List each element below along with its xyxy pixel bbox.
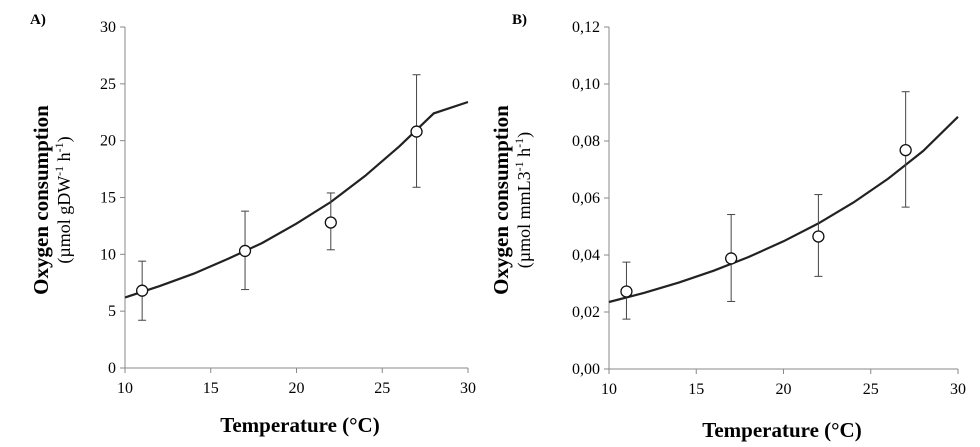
y-axis-title-main-a: Oxygen consumption: [29, 105, 53, 295]
y-axis-title-units-a: (µmol gDW-1 h-1): [52, 136, 75, 263]
y-axis-title-units-b: (µmol mmL3-1 h-1): [512, 132, 535, 268]
y-tick-label-b: 0,10: [572, 76, 600, 93]
data-point-b: [725, 252, 738, 265]
y-axis-title-b: Oxygen consumption (µmol mmL3-1 h-1): [489, 105, 535, 295]
y-tick-label-a: 20: [100, 133, 116, 150]
data-point-a: [410, 125, 423, 138]
y-tick-label-b: 0,12: [572, 19, 600, 36]
data-point-b: [620, 285, 633, 298]
x-tick-label-b: 30: [950, 381, 966, 398]
data-point-a: [324, 216, 337, 229]
y-tick-label-b: 0,04: [572, 247, 600, 264]
y-tick-label-a: 0: [108, 360, 116, 377]
x-tick-label-b: 20: [776, 381, 792, 398]
x-axis-title-a: Temperature (°C): [220, 413, 379, 437]
x-tick-label-a: 30: [460, 380, 476, 397]
y-tick-label-b: 0,00: [572, 361, 600, 378]
panel-label-a: A): [30, 12, 46, 28]
y-tick-label-a: 25: [100, 76, 116, 93]
data-point-b: [812, 230, 825, 243]
fit-curve-a: [124, 100, 469, 299]
y-tick-label-a: 10: [100, 246, 116, 263]
chart-panel-a: A) Oxygen consumption (µmol gDW-1 h-1) T…: [29, 12, 476, 437]
y-tick-label-b: 0,08: [572, 133, 600, 150]
y-tick-label-a: 5: [108, 303, 116, 320]
x-tick-label-b: 25: [863, 381, 879, 398]
data-point-b: [899, 143, 912, 157]
fit-curve-b: [608, 116, 959, 304]
x-tick-label-b: 10: [601, 381, 617, 398]
chart-panel-b: B) Oxygen consumption (µmol mmL3-1 h-1) …: [489, 12, 966, 442]
x-axis-title-b: Temperature (°C): [702, 418, 861, 442]
y-axis-title-main-b: Oxygen consumption: [489, 105, 513, 295]
data-point-a: [238, 244, 252, 258]
x-tick-label-b: 15: [688, 381, 704, 398]
y-axis-title-a: Oxygen consumption (µmol gDW-1 h-1): [29, 105, 75, 295]
x-tick-label-a: 20: [289, 380, 305, 397]
x-tick-label-a: 10: [117, 380, 133, 397]
panel-label-b: B): [512, 12, 527, 28]
y-tick-label-b: 0,02: [572, 304, 600, 321]
x-tick-label-a: 25: [374, 380, 390, 397]
y-tick-label-b: 0,06: [572, 190, 600, 207]
x-tick-label-a: 15: [203, 380, 219, 397]
data-point-a: [135, 284, 149, 297]
y-tick-label-a: 30: [100, 19, 116, 36]
y-tick-label-a: 15: [100, 190, 116, 207]
